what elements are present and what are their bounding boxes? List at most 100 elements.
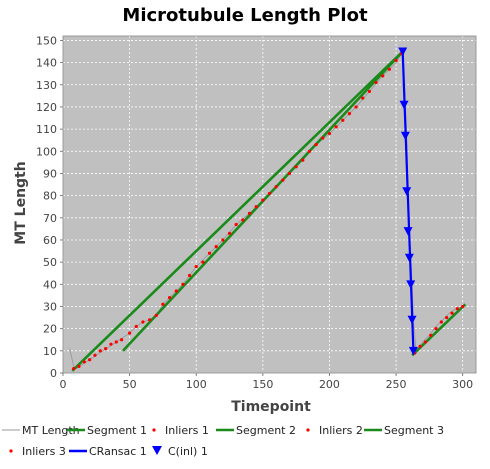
inliers-1-point [387,67,392,71]
c-inl-1-marker [407,315,417,325]
chart-title: Microtubule Length Plot [122,5,368,26]
y-tick-label: 40 [43,278,57,291]
y-tick-label: 110 [36,123,57,136]
inliers-1-point [207,251,212,255]
legend-item-inliers-3: Inliers 3 [9,445,66,458]
y-tick-label: 130 [36,79,57,92]
legend-swatch [306,428,310,432]
inliers-1-point [301,158,305,162]
inliers-1-point [327,131,332,136]
y-tick-label: 60 [43,234,57,247]
inliers-1-point [367,89,372,94]
inliers-1-point [201,260,205,264]
inliers-1-point [307,149,312,153]
legend-item-segment-2: Segment 2 [216,424,296,437]
legend-item-segment-1: Segment 1 [67,424,147,437]
c-inl-1-marker [400,131,410,141]
c-inl-1-marker [403,227,413,236]
inliers-1-point [274,185,278,189]
inliers-1-point [221,238,225,242]
inliers-1-point [354,105,358,109]
inliers-3-point [455,307,459,311]
inliers-1-point [341,118,345,122]
y-tick-label: 80 [43,190,57,203]
x-tick-label: 300 [452,378,473,391]
legend-item-inliers-2: Inliers 2 [306,424,363,437]
inliers-1-point [254,205,258,209]
inliers-1-point [321,136,325,140]
c-inl-1-marker [398,47,408,57]
inliers-1-point [128,331,132,335]
inliers-1-point [314,143,318,147]
inliers-1-point [181,282,185,286]
y-axis-label: MT Length [13,161,29,244]
c-inl-1-marker [406,280,416,289]
x-axis-label: Timepoint [231,399,311,415]
inliers-3-point [445,315,449,320]
inliers-1-point [294,165,298,169]
inliers-1-point [134,324,138,329]
inliers-1-point [227,231,232,235]
legend-item-inliers-1: Inliers 1 [152,424,209,437]
inliers-1-point [261,198,265,202]
c-inl-1-marker [402,187,412,196]
inliers-3-point [450,311,454,315]
y-tick-label: 100 [36,145,57,158]
inliers-1-point [98,349,102,353]
x-tick-label: 250 [386,378,407,391]
legend-label: C(inl) 1 [168,445,208,458]
inliers-3-point [423,340,427,344]
inliers-1-point [241,218,245,222]
inliers-1-point [147,318,152,322]
legend-label: Segment 1 [87,424,147,437]
plot-border [62,35,477,374]
c-inl-1-marker [404,253,414,263]
inliers-3-point [418,344,422,348]
y-tick-label: 10 [43,345,57,358]
legend-label: Segment 2 [236,424,296,437]
plot-area: 0 50 100 150 200 250 300 0 10 20 30 40 50 60 70 80 90 100… [36,34,477,391]
inliers-3-point [429,333,433,337]
legend-item-c-inl-1: C(inl) 1 [152,445,208,458]
y-tick-label: 70 [43,212,57,225]
inliers-1-point [247,211,252,215]
inliers-3-point [434,327,438,331]
inliers-1-point [93,353,97,357]
c-inl-1-marker [408,346,418,356]
inliers-1-point [187,273,192,278]
inliers-1-point [88,358,92,362]
inliers-1-point [120,338,124,342]
segment-1-line [71,50,404,372]
y-tick-label: 140 [36,57,57,70]
inliers-1-point [154,313,158,317]
legend-label: Inliers 3 [22,445,66,458]
x-tick-label: 50 [123,378,137,391]
y-tick-label: 30 [43,300,57,313]
y-tick-label: 20 [43,323,57,336]
inliers-1-point [161,302,165,306]
inliers-1-point [361,96,365,100]
inliers-1-point [334,125,338,129]
legend-label: Inliers 2 [319,424,363,437]
legend-label: CRansac 1 [89,445,147,458]
inliers-1-point [104,347,108,351]
inliers-1-point [287,171,292,176]
inliers-1-point [194,264,198,269]
legend-swatch [152,446,162,455]
inliers-1-point [82,360,86,364]
inliers-1-point [141,320,145,324]
x-tick-label: 0 [60,378,67,391]
legend-swatch [9,449,13,453]
y-tick-label: 120 [36,101,57,114]
inliers-1-point [167,296,172,300]
x-tick-label: 150 [252,378,273,391]
c-inl-1-marker [399,100,409,110]
legend-item-segment-3: Segment 3 [364,424,444,437]
legend-item-mt-length: MT Length [2,424,80,437]
inliers-1-point [109,342,113,346]
inliers-1-point [72,366,76,371]
legend-item-cransac-1: CRansac 1 [69,445,147,458]
inliers-1-point [374,80,378,85]
